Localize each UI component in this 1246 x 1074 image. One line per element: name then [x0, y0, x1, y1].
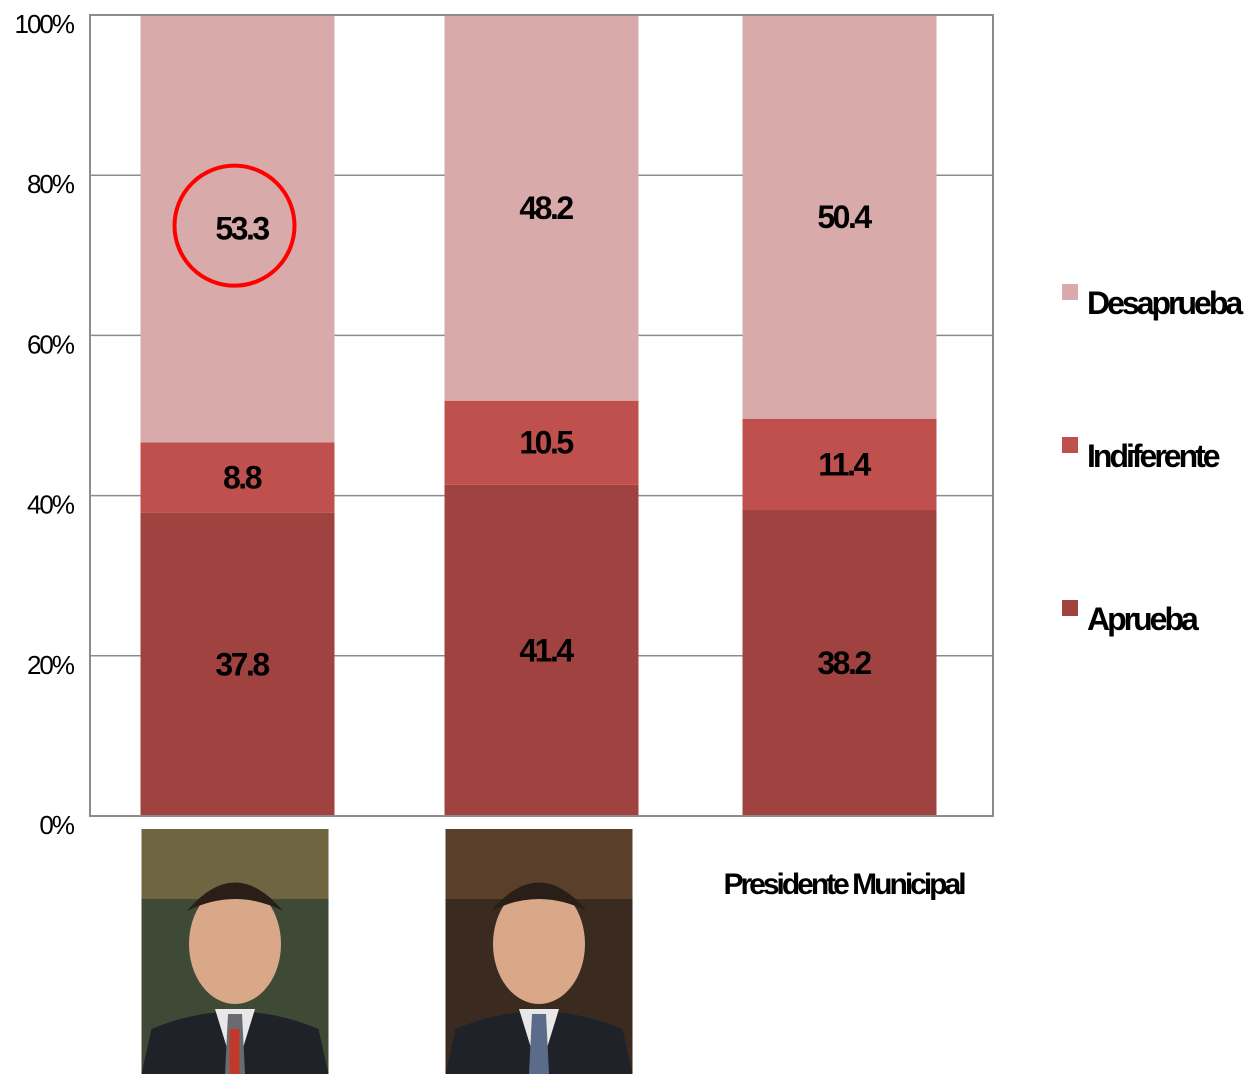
legend-label-aprueba: Aprueba: [1087, 601, 1199, 637]
y-tick-label: 80%: [27, 169, 75, 199]
legend-swatch-aprueba: [1062, 600, 1078, 616]
plot-area-frame: [89, 14, 994, 817]
legend-swatch-desaprueba: [1062, 284, 1078, 300]
data-label-indiferente-0: 8.8: [223, 460, 262, 496]
highlight-group: [172, 163, 297, 288]
bar-indiferente-1: [444, 400, 639, 485]
legend-label-indiferente: Indiferente: [1087, 438, 1220, 474]
portrait-face: [189, 884, 281, 1004]
data-label-indiferente-1: 10.5: [519, 425, 573, 461]
presidential-sash: [229, 1029, 240, 1074]
bar-indiferente-0: [140, 442, 335, 513]
portrait-face: [493, 884, 585, 1004]
y-tick-label: 100%: [15, 9, 75, 39]
data-label-desaprueba-2: 50.4: [817, 199, 872, 235]
legend-label-desaprueba: Desaprueba: [1087, 285, 1243, 321]
data-label-desaprueba-0: 53.3: [215, 211, 269, 247]
portrait-photo-0: [141, 829, 329, 1074]
bar-aprueba-0: [140, 512, 335, 816]
bars: [140, 15, 937, 816]
data-label-indiferente-2: 11.4: [818, 446, 871, 482]
legend: Desaprueba Indiferente Aprueba: [1062, 284, 1246, 637]
data-label-aprueba-1: 41.4: [519, 632, 574, 668]
data-label-desaprueba-1: 48.2: [519, 190, 573, 226]
category-axis: Presidente Municipal: [141, 829, 968, 1074]
legend-swatch-indiferente: [1062, 437, 1078, 453]
category-label-2: Presidente Municipal: [723, 868, 965, 901]
y-tick-label: 20%: [27, 650, 75, 680]
portrait-photo-1: [445, 829, 633, 1074]
bar-indiferente-2: [742, 418, 937, 511]
bar-aprueba-1: [444, 484, 639, 816]
portrait-hair: [491, 882, 587, 911]
y-axis-ticks: 0% 20% 40% 60% 80% 100%: [15, 9, 77, 840]
highlight-circle: [172, 163, 297, 288]
data-labels: 37.8 8.8 53.3 41.4 10.5 48.2 38.2 11.4 50.4: [215, 190, 874, 683]
y-tick-label: 0%: [39, 810, 74, 840]
portrait-tie: [529, 1014, 549, 1074]
bar-desaprueba-2: [742, 15, 937, 419]
portrait-hair: [187, 882, 283, 911]
bar-aprueba-2: [742, 510, 937, 816]
data-label-aprueba-0: 37.8: [215, 646, 269, 682]
data-label-aprueba-2: 38.2: [817, 645, 871, 681]
y-tick-label: 40%: [27, 490, 75, 520]
y-tick-label: 60%: [27, 329, 75, 359]
bar-desaprueba-1: [444, 15, 639, 401]
